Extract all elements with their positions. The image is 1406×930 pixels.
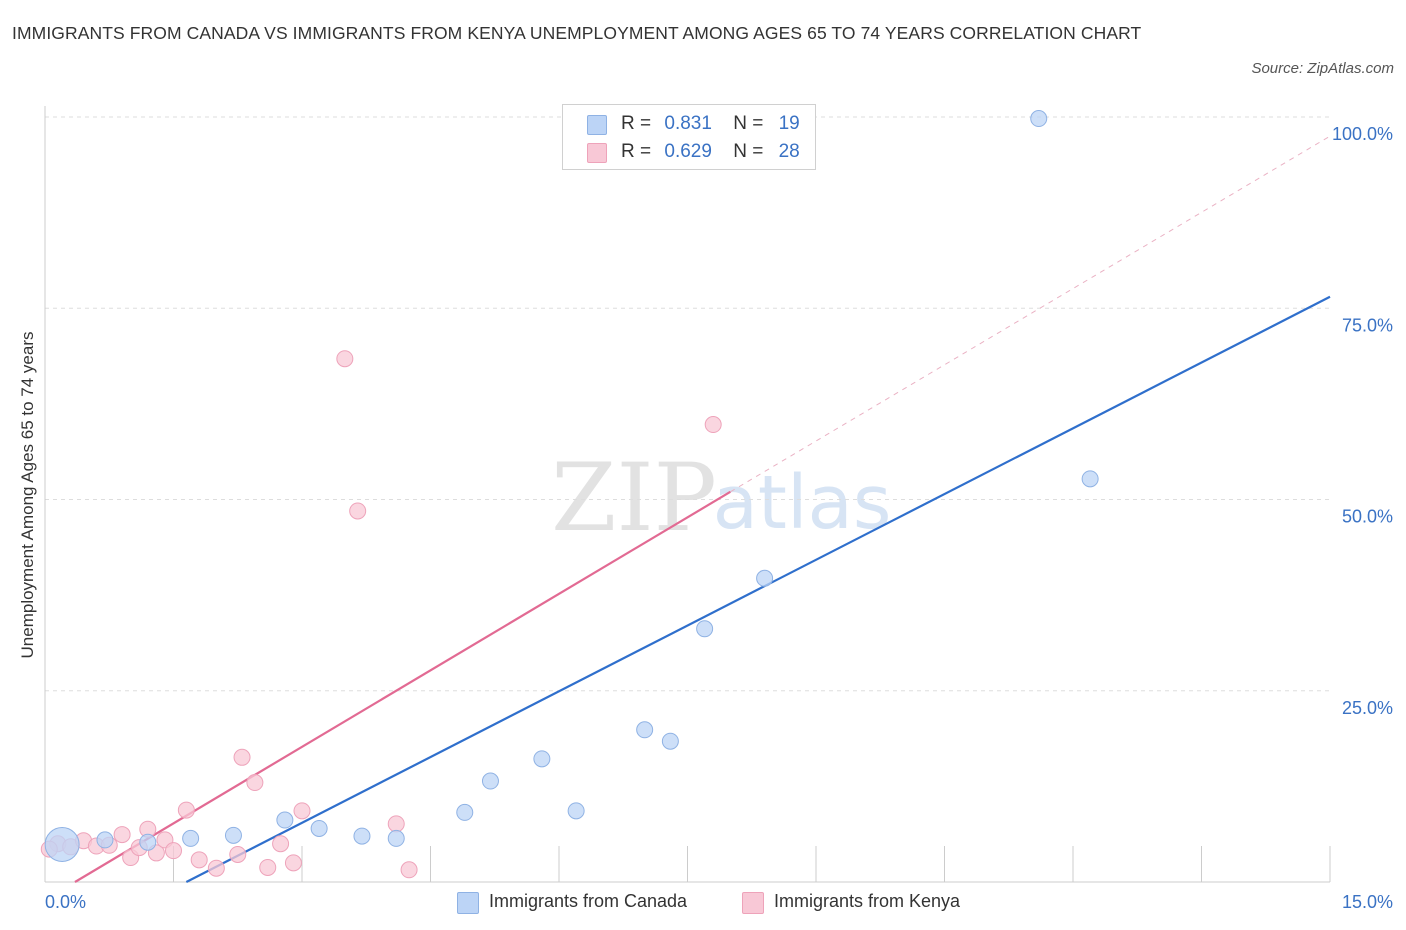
stats-legend: R = 0.831 N = 19 R = 0.629 N = 28 [562, 104, 816, 170]
kenya-point [229, 845, 247, 863]
canada-trend-line [185, 295, 1331, 883]
kenya-point [259, 858, 277, 876]
kenya-point [177, 801, 195, 819]
kenya-trend-extension [730, 135, 1331, 493]
kenya-point [336, 350, 354, 368]
axes [44, 106, 1331, 883]
kenya-point [165, 842, 182, 860]
kenya-swatch [587, 143, 607, 163]
canada-point [139, 833, 157, 851]
bottom-canada-label: Immigrants from Canada [489, 891, 688, 911]
kenya-point [113, 826, 131, 844]
y-tick-label-75: 75.0% [1342, 315, 1393, 335]
kenya-point [246, 774, 264, 792]
kenya-point [349, 502, 367, 520]
grid-lines [45, 116, 1330, 692]
canada-point [661, 732, 679, 750]
canada-point [636, 721, 654, 739]
source-label: Source: ZipAtlas.com [1251, 60, 1394, 77]
kenya-n-value: 28 [778, 141, 800, 162]
canada-point [1081, 470, 1099, 488]
y-tick-label-50: 50.0% [1342, 507, 1393, 527]
kenya-r-value: 0.629 [664, 141, 712, 162]
kenya-point [387, 815, 405, 833]
x-tick-label-max: 15.0% [1342, 892, 1393, 912]
bottom-canada-swatch [457, 892, 479, 914]
kenya-point [233, 748, 251, 766]
kenya-point [293, 802, 311, 820]
chart-title: IMMIGRANTS FROM CANADA VS IMMIGRANTS FRO… [12, 23, 1142, 43]
watermark: ZIP atlas [551, 444, 891, 553]
kenya-point [272, 835, 290, 853]
y-axis-title: Unemployment Among Ages 65 to 74 years [18, 331, 37, 659]
x-tick-label-min: 0.0% [45, 892, 86, 912]
canada-point [387, 829, 405, 847]
canada-point [310, 819, 328, 837]
watermark-zip: ZIP [551, 444, 717, 553]
y-tick-label-100: 100.0% [1332, 124, 1393, 144]
canada-r-value: 0.831 [664, 113, 712, 134]
canada-point [696, 620, 714, 638]
data-points [40, 110, 1099, 879]
canada-n-value: 19 [778, 113, 800, 134]
bottom-kenya-swatch [742, 892, 764, 914]
canada-point [567, 802, 585, 820]
canada-point [481, 772, 499, 790]
kenya-point [284, 854, 302, 872]
canada-r-label: R = [621, 113, 652, 134]
x-tick-labels: 0.0% 15.0% [45, 892, 1393, 912]
canada-point [756, 569, 774, 587]
kenya-point [704, 416, 722, 434]
canada-point [224, 826, 242, 844]
kenya-point [400, 861, 418, 879]
kenya-r-label: R = [621, 141, 652, 162]
kenya-point [207, 859, 225, 877]
canada-point [456, 803, 474, 821]
canada-n-label: N = [733, 113, 764, 134]
kenya-point [190, 851, 208, 869]
watermark-atlas: atlas [713, 460, 892, 546]
canada-swatch [587, 115, 607, 135]
y-tick-labels: 25.0% 50.0% 75.0% 100.0% [1332, 124, 1393, 718]
kenya-n-label: N = [733, 141, 764, 162]
trend-lines [74, 135, 1331, 883]
bottom-kenya-label: Immigrants from Kenya [774, 891, 961, 911]
canada-point [276, 811, 294, 829]
canada-point [182, 829, 200, 847]
canada-point [533, 750, 551, 768]
y-tick-label-25: 25.0% [1342, 698, 1393, 718]
canada-point [353, 827, 371, 845]
canada-point [1030, 110, 1048, 128]
canada-point-large [44, 827, 80, 863]
canada-point [96, 831, 114, 849]
